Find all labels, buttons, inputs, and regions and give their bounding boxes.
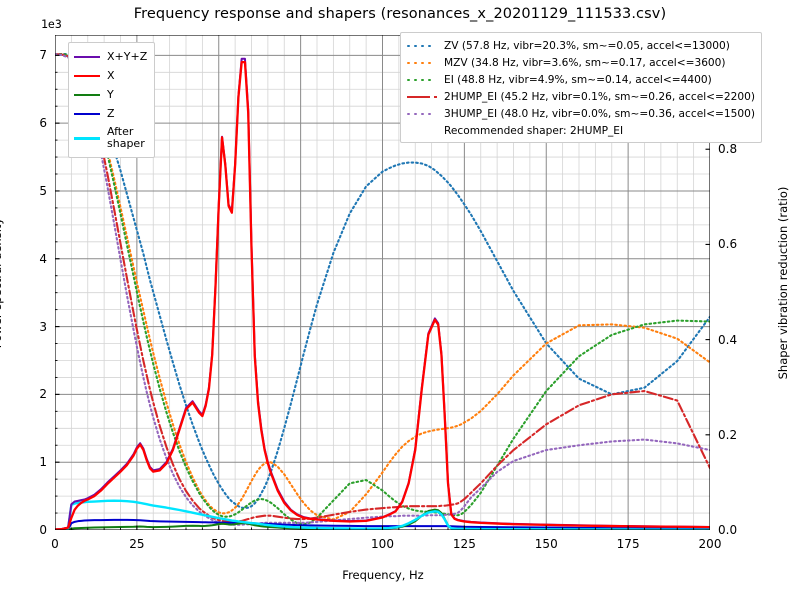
secondary-y-tick-label: 0.6 <box>718 237 738 252</box>
legend-swatch-icon <box>74 70 100 82</box>
legend-item-y: Y <box>74 85 147 104</box>
x-tick-label: 175 <box>616 537 640 551</box>
legend-item-label: X <box>107 68 115 82</box>
legend-swatch-icon <box>74 108 100 120</box>
y-tick-label: 6 <box>39 116 47 131</box>
legend-item-label: Z <box>107 106 115 120</box>
legend-item-z: Z <box>74 104 147 123</box>
data-curves <box>55 52 710 530</box>
y-axis-offset-label: 1e3 <box>41 17 62 31</box>
y-axis-label: Power spectral density <box>0 217 4 349</box>
legend-swatch-icon <box>74 89 100 101</box>
x-tick-label: 200 <box>698 537 722 551</box>
secondary-y-axis-label: Shaper vibration reduction (ratio) <box>776 186 790 380</box>
secondary-y-tick-label: 0.8 <box>718 142 738 157</box>
legend-item-label: X+Y+Z <box>107 49 148 63</box>
secondary-y-tick-label: 0.2 <box>718 427 738 442</box>
legend-item-after-shaper: After shaper <box>74 123 147 153</box>
legend-swatch-icon <box>74 132 100 144</box>
legend-item-x-y-z: X+Y+Z <box>74 47 147 66</box>
x-tick-label: 125 <box>452 537 476 551</box>
legend-item-label: After shaper <box>107 125 145 150</box>
signal-legend: X+Y+Z X Y Z After shaper <box>68 42 156 158</box>
x-axis-label: Frequency, Hz <box>342 568 424 582</box>
legend-item-mzv: MZV (34.8 Hz, vibr=3.6%, sm~=0.17, accel… <box>407 54 755 71</box>
x-tick-label: 0 <box>51 537 59 551</box>
secondary-y-tick-label: 0.0 <box>718 523 738 537</box>
legend-item-label: EI (48.8 Hz, vibr=4.9%, sm~=0.14, accel<… <box>444 73 712 86</box>
legend-swatch-icon <box>407 91 437 103</box>
secondary-y-tick-label: 0.4 <box>718 332 738 347</box>
y-tick-label: 2 <box>39 387 47 402</box>
x-tick-label: 50 <box>211 537 227 551</box>
x-tick-label: 150 <box>534 537 558 551</box>
x-tick-label: 25 <box>129 537 145 551</box>
legend-item-ei: EI (48.8 Hz, vibr=4.9%, sm~=0.14, accel<… <box>407 71 755 88</box>
legend-swatch-icon <box>74 51 100 63</box>
legend-item-label: MZV (34.8 Hz, vibr=3.6%, sm~=0.17, accel… <box>444 56 726 69</box>
chart-title: Frequency response and shapers (resonanc… <box>133 6 667 22</box>
legend-swatch-icon <box>407 57 437 69</box>
legend-swatch-icon <box>407 74 437 86</box>
y-tick-label: 1 <box>39 455 47 470</box>
legend-swatch-icon <box>407 40 437 52</box>
legend-item-x: X <box>74 66 147 85</box>
legend-item-label: ZV (57.8 Hz, vibr=20.3%, sm~=0.05, accel… <box>444 39 730 52</box>
y-tick-label: 3 <box>39 319 47 334</box>
recommended-shaper-label: Recommended shaper: 2HUMP_EI <box>444 124 624 137</box>
legend-swatch-icon <box>407 108 437 120</box>
legend-item-label: 3HUMP_EI (48.0 Hz, vibr=0.0%, sm~=0.36, … <box>444 107 755 120</box>
x-tick-label: 100 <box>371 537 394 551</box>
legend-item-zv: ZV (57.8 Hz, vibr=20.3%, sm~=0.05, accel… <box>407 37 755 54</box>
y-tick-label: 7 <box>39 48 47 63</box>
y-tick-label: 0 <box>39 523 47 537</box>
y-tick-label: 4 <box>39 251 47 266</box>
shaper-legend: ZV (57.8 Hz, vibr=20.3%, sm~=0.05, accel… <box>400 32 762 143</box>
legend-swatch-placeholder <box>407 125 437 137</box>
axis-tick-marks <box>55 53 710 530</box>
y-tick-label: 5 <box>39 183 47 198</box>
legend-item-2hump-ei: 2HUMP_EI (45.2 Hz, vibr=0.1%, sm~=0.26, … <box>407 88 755 105</box>
recommended-shaper-row: Recommended shaper: 2HUMP_EI <box>407 122 755 139</box>
legend-item-3hump-ei: 3HUMP_EI (48.0 Hz, vibr=0.0%, sm~=0.36, … <box>407 105 755 122</box>
x-tick-label: 75 <box>292 537 309 551</box>
legend-item-label: Y <box>107 87 114 101</box>
legend-item-label: 2HUMP_EI (45.2 Hz, vibr=0.1%, sm~=0.26, … <box>444 90 755 103</box>
